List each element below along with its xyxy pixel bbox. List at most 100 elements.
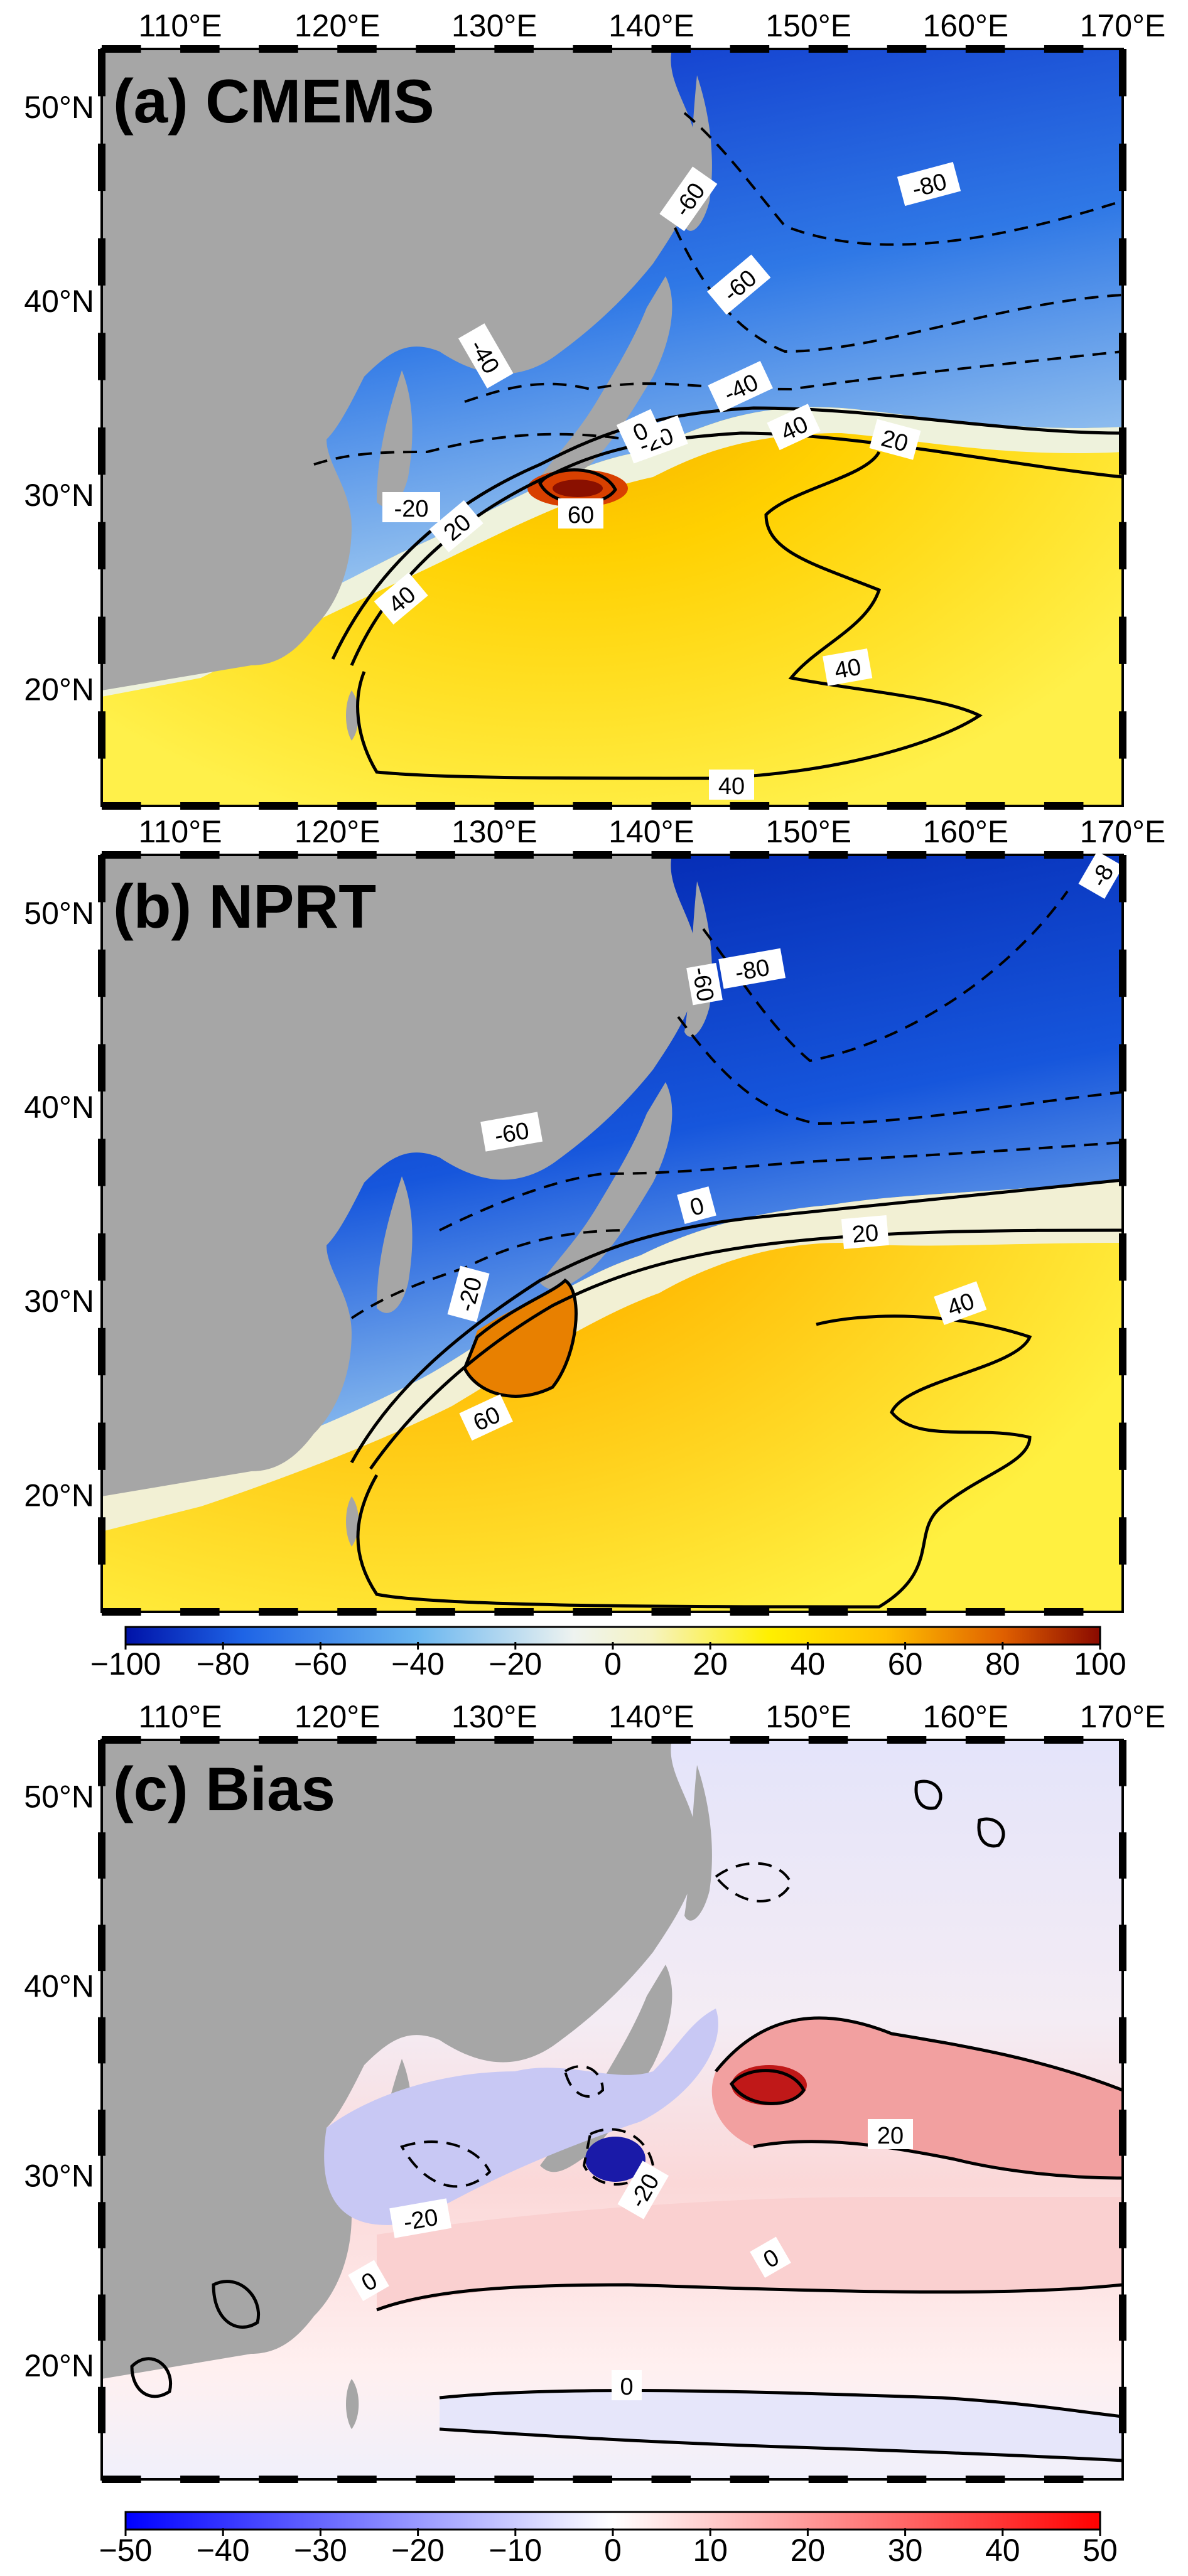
frame-tick xyxy=(887,45,927,53)
colorbar-tick-label: −40 xyxy=(197,2533,250,2568)
frame-tick xyxy=(1119,2202,1126,2248)
colorbar-tick-label: 100 xyxy=(1074,1646,1126,1682)
frame-tick xyxy=(98,616,105,664)
frame-tick xyxy=(98,1740,105,1786)
lon-tick-label: 130°E xyxy=(451,8,537,43)
panel-c-warm-region xyxy=(711,2018,1123,2178)
colorbar-tick-label: −40 xyxy=(391,1646,445,1682)
lat-labels-panel-b: 50°N 40°N 30°N 20°N xyxy=(24,896,94,1513)
frame-tick xyxy=(180,2476,220,2483)
panel-a-korea xyxy=(377,370,413,507)
panel-b-transition-band xyxy=(102,1180,1123,1532)
frame-tick xyxy=(98,1422,105,1470)
frame-tick xyxy=(808,1608,848,1616)
contour-label: -80 xyxy=(733,955,771,987)
frame-tick xyxy=(494,851,534,859)
frame-tick xyxy=(1119,1832,1126,1879)
frame-tick xyxy=(494,1608,534,1616)
lon-tick-label: 150°E xyxy=(765,1699,851,1734)
panel-a-land xyxy=(102,49,698,690)
frame-tick xyxy=(965,1736,1005,1744)
colorbar-tick-label: 40 xyxy=(985,2533,1020,2568)
panel-b: (b) NPRT -8 -80 -60 -60 0 20 -20 40 60 xyxy=(100,851,1124,1613)
lon-tick-label: 110°E xyxy=(139,814,222,849)
lat-tick-label: 40°N xyxy=(24,1969,94,2004)
frame-tick xyxy=(98,1044,105,1092)
frame-tick xyxy=(730,45,770,53)
frame-tick xyxy=(416,802,455,810)
panel-c: (c) Bias 20 0 -20 -20 0 0 xyxy=(100,1739,1124,2481)
lat-tick-label: 30°N xyxy=(24,1284,94,1319)
lon-tick-label: 160°E xyxy=(922,8,1008,43)
lon-tick-label: 110°E xyxy=(139,8,222,43)
contour-label: 20 xyxy=(851,1220,880,1248)
colorbar-tick-label: 80 xyxy=(985,1646,1020,1682)
frame-tick xyxy=(1119,2017,1126,2064)
frame-tick xyxy=(887,851,927,859)
contour-label: 60 xyxy=(568,502,594,529)
colorbar-bias-ramp xyxy=(124,2511,1101,2531)
frame-tick xyxy=(1119,1044,1126,1092)
frame-tick xyxy=(887,1736,927,1744)
lon-tick-label: 110°E xyxy=(139,1699,222,1734)
panel-b-taiwan xyxy=(346,1496,359,1547)
lat-tick-label: 50°N xyxy=(24,896,94,931)
frame-tick xyxy=(730,851,770,859)
frame-tick xyxy=(259,45,298,53)
colorbar-tick-label: −20 xyxy=(489,1646,542,1682)
lat-tick-label: 40°N xyxy=(24,284,94,319)
frame-tick xyxy=(573,45,612,53)
colorbar-tick-label: −100 xyxy=(90,1646,161,1682)
frame-tick xyxy=(965,851,1005,859)
frame-tick xyxy=(1119,711,1126,759)
frame-tick xyxy=(259,2476,298,2483)
panel-a-taiwan xyxy=(346,690,359,741)
colorbar-tick-label: 10 xyxy=(693,2533,728,2568)
lon-tick-label: 140°E xyxy=(608,1699,694,1734)
contour-label: -60 xyxy=(492,1118,531,1150)
frame-tick xyxy=(416,2476,455,2483)
frame-tick xyxy=(808,851,848,859)
panel-a-contour-labels: -80 -60 -60 -40 -40 -20 -20 0 20 20 40 4… xyxy=(374,161,961,800)
lat-tick-label: 20°N xyxy=(24,1478,94,1513)
colorbar-tick-label: 60 xyxy=(888,1646,923,1682)
frame-tick xyxy=(98,49,105,97)
panel-c-dashed-contours xyxy=(400,1862,793,2188)
frame-tick xyxy=(651,2476,691,2483)
frame-tick xyxy=(98,1139,105,1186)
colorbar-tick-label: −30 xyxy=(294,2533,347,2568)
panel-c-neg-band-south xyxy=(440,2390,1123,2461)
lat-tick-label: 30°N xyxy=(24,2159,94,2194)
frame-tick xyxy=(1044,1736,1084,1744)
frame-tick xyxy=(98,1517,105,1565)
panel-c-sakhalin xyxy=(684,1765,712,1921)
frame-tick xyxy=(494,1736,534,1744)
lon-tick-label: 150°E xyxy=(765,8,851,43)
colorbar-tick-label: −20 xyxy=(391,2533,445,2568)
frame-tick xyxy=(651,851,691,859)
frame-tick xyxy=(1119,333,1126,380)
frame-tick xyxy=(259,851,298,859)
frame-tick xyxy=(180,45,220,53)
frame-tick xyxy=(98,238,105,286)
frame-tick xyxy=(1119,1740,1126,1786)
lon-tick-label: 130°E xyxy=(451,1699,537,1734)
lat-tick-label: 20°N xyxy=(24,672,94,707)
frame-tick xyxy=(808,1736,848,1744)
frame-tick xyxy=(1119,2110,1126,2156)
frame-tick xyxy=(651,802,691,810)
frame-tick xyxy=(1119,949,1126,997)
frame-tick xyxy=(573,802,612,810)
panel-a-japan xyxy=(540,276,672,484)
frame-tick xyxy=(180,802,220,810)
colorbar-tick-label: −80 xyxy=(197,1646,250,1682)
lat-tick-label: 20°N xyxy=(24,2348,94,2383)
frame-tick xyxy=(494,45,534,53)
lat-tick-label: 50°N xyxy=(24,90,94,125)
panel-a: (a) CMEMS -80 -60 -60 -40 -40 -20 -20 0 … xyxy=(100,48,1124,807)
frame-tick xyxy=(102,2476,141,2483)
lon-tick-label: 140°E xyxy=(608,814,694,849)
frame-tick xyxy=(1119,2294,1126,2341)
frame-tick xyxy=(965,2476,1005,2483)
contour-label: -20 xyxy=(394,496,429,522)
